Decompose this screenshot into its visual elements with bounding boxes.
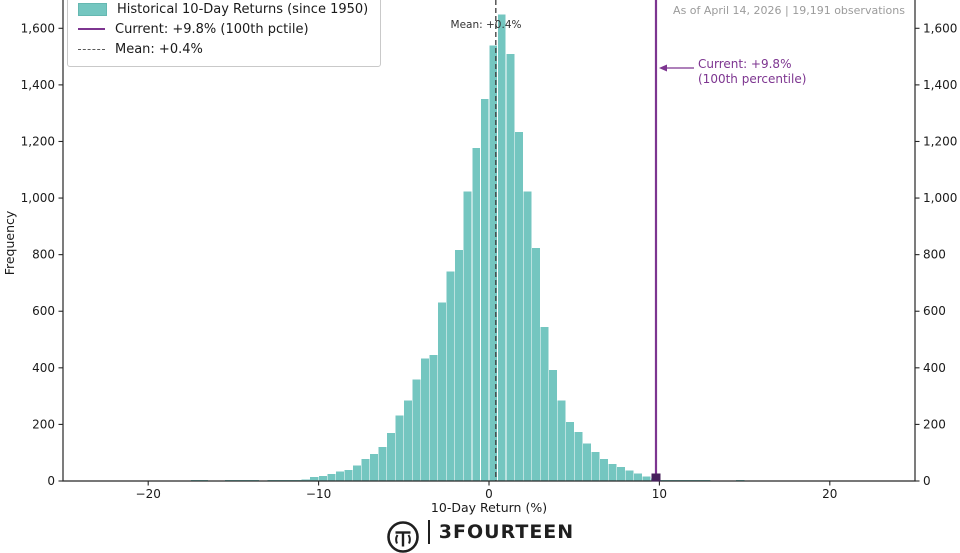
y-tick-label-left: 400 [32,361,55,375]
reference-lines-layer [495,0,694,482]
histogram-bar [522,190,532,482]
current-annotation-line2: (100th percentile) [698,72,807,86]
histogram-bar [582,443,592,482]
histogram-bar [343,469,353,482]
histogram-bar [403,400,413,482]
histogram-bar [480,98,490,482]
brand-divider [427,520,430,544]
histogram-bar [590,451,601,482]
histogram-bar [429,354,439,482]
histogram-bar [301,479,311,481]
histogram-bar [386,432,396,482]
y-tick-label-left: 0 [47,474,55,488]
chart-legend: Historical 10-Day Returns (since 1950) C… [67,0,382,67]
histogram-bar [488,44,498,482]
mean-annotation: Mean: +0.4% [450,19,522,31]
legend-label: Mean: +0.4% [115,41,203,57]
y-tick-label-left: 800 [32,248,55,262]
current-annotation-line1: Current: +9.8% [698,57,792,71]
histogram-bar [471,147,481,482]
legend-item-mean: Mean: +0.4% [78,39,368,59]
y-tick-label-right: 1,400 [923,78,957,92]
legend-item-current: Current: +9.8% (100th pctile) [78,19,368,39]
current-annotation: Current: +9.8% (100th percentile) [698,57,806,87]
histogram-bar [599,458,609,482]
histogram-bar [607,463,618,482]
histogram-bar [318,475,328,482]
y-tick-label-right: 1,200 [923,134,957,148]
y-tick-label-left: 600 [32,304,55,318]
y-tick-label-left: 1,000 [21,191,55,205]
y-axis-title: Frequency [2,210,17,275]
histogram-bar [633,473,643,482]
annotation-arrow-head [658,64,667,72]
x-tick-label: −20 [136,487,161,501]
y-tick-label-left: 1,400 [21,78,55,92]
histogram-bar [573,431,584,482]
histogram-swatch-icon [78,2,107,16]
y-tick-label-right: 800 [923,248,946,262]
x-tick-label: 0 [485,487,493,501]
histogram-bar [505,53,515,482]
legend-item-histogram: Historical 10-Day Returns (since 1950) [78,0,368,19]
y-tick-label-right: 200 [923,417,946,431]
histogram-bar [539,326,549,482]
x-tick-label: −10 [306,487,331,501]
histogram-bar [310,477,319,481]
as-of-note: As of April 14, 2026 | 19,191 observatio… [673,4,905,17]
y-tick-label-left: 200 [32,417,55,431]
histogram-bar [412,378,422,482]
brand-name: 3FOURTEEN [438,521,575,543]
y-tick-label-left: 1,600 [21,21,55,35]
histogram-bar [360,458,371,482]
histogram-bar [437,301,447,482]
x-tick-label: 10 [652,487,667,501]
histogram-bar [642,475,652,482]
histogram-bar [531,247,541,482]
histogram-bar [454,249,464,482]
histogram-bar [326,473,336,482]
y-tick-label-left: 1,200 [21,134,55,148]
x-axis-title: 10-Day Return (%) [431,500,547,515]
histogram-bar [446,270,456,482]
current-line-sample-icon [78,28,105,30]
legend-label: Current: +9.8% (100th pctile) [115,21,309,37]
histogram-bars-layer [190,13,745,482]
histogram-bar [497,13,507,482]
y-tick-label-right: 600 [923,304,946,318]
histogram-bar [377,446,388,482]
histogram-bar [335,470,345,482]
histogram-bar [420,357,430,482]
legend-label: Historical 10-Day Returns (since 1950) [117,1,369,17]
histogram-bar [548,369,558,482]
histogram-bar [394,414,405,482]
y-tick-label-right: 400 [923,361,946,375]
3fourteen-circle-t-logo-icon [386,521,419,553]
y-tick-label-right: 1,000 [923,191,957,205]
histogram-bar [352,464,362,482]
histogram-bar [463,190,473,482]
footer-brand: 3FOURTEEN [0,519,960,553]
x-tick-label: 20 [822,487,837,501]
y-tick-label-right: 1,600 [923,21,957,35]
histogram-bar [565,421,575,482]
histogram-bar [556,399,566,482]
current-marker [651,473,661,482]
histogram-bar [369,453,379,482]
histogram-bar [514,131,524,482]
y-tick-label-right: 0 [923,474,931,488]
histogram-bar [616,466,626,482]
histogram-bar [625,469,635,482]
mean-dash-sample-icon [78,48,105,50]
